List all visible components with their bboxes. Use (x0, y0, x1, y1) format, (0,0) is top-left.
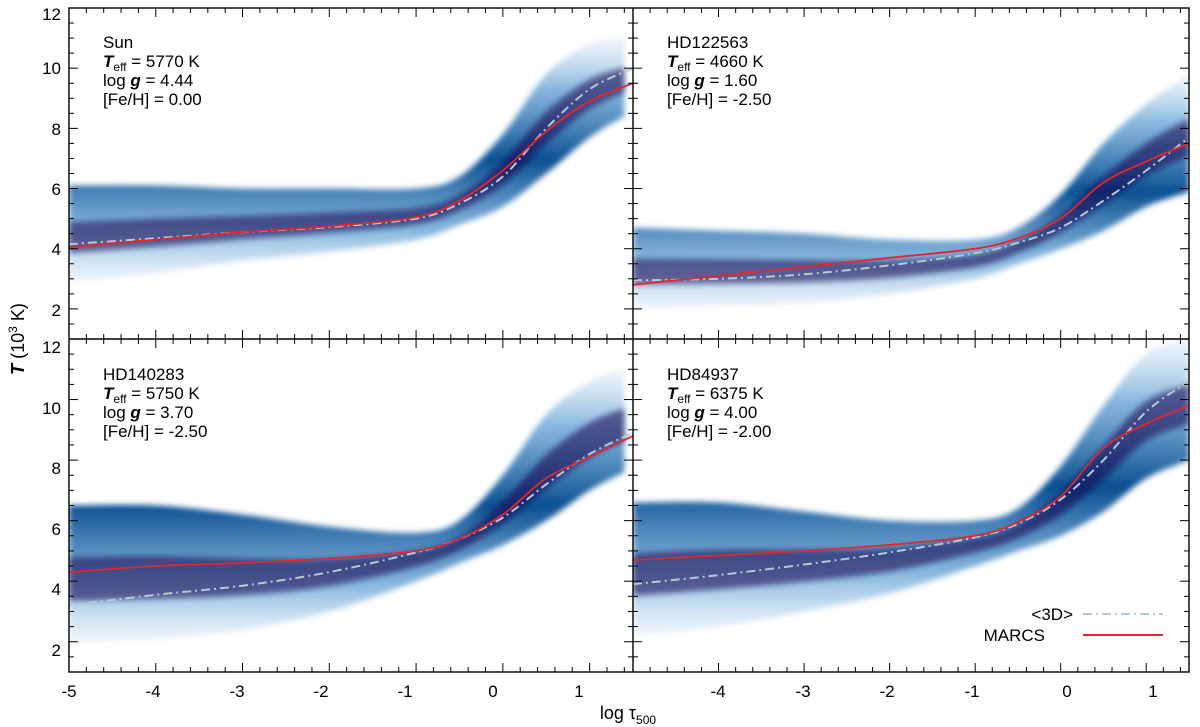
x-axis-title-sub: 500 (636, 713, 656, 727)
y-axis-title-tail: K) (8, 303, 28, 326)
teff-label: Teff = 6375 K (667, 384, 764, 406)
x-tick-labels: -5 -4 -3 -2 -1 0 1 -4 -3 -2 -1 0 1 (61, 682, 1157, 701)
y-tick-label: 4 (52, 580, 61, 599)
teff-label: Teff = 5770 K (103, 52, 200, 74)
logg-symbol: g (693, 403, 705, 422)
legend-label-3d: <3D> (1031, 605, 1073, 624)
mean-3d-line (633, 136, 1189, 282)
teff-subscript: eff (113, 392, 127, 406)
plot-frame (68, 7, 1190, 673)
logg-symbol: g (693, 71, 705, 90)
teff-subscript: eff (677, 60, 691, 74)
marcs-line (69, 82, 633, 249)
y-tick-label: 6 (52, 180, 61, 199)
x-axis-title: log τ500 (600, 703, 656, 727)
teff-value: = 4660 K (691, 52, 765, 71)
y-tick-label: 10 (42, 399, 61, 418)
star-name: HD140283 (103, 365, 184, 384)
panel-hd140283: HD140283 Teff = 5750 K log g = 3.70 [Fe/… (68, 338, 633, 673)
y-tick-label: 6 (52, 520, 61, 539)
logg-label: log g = 4.44 (103, 71, 193, 90)
feh-label: [Fe/H] = 0.00 (103, 90, 202, 109)
legend-label-marcs: MARCS (984, 626, 1045, 645)
panel-hd122563: HD122563 Teff = 4660 K log g = 1.60 [Fe/… (632, 7, 1189, 340)
x-tick-label: -1 (397, 682, 412, 701)
teff-value: = 5770 K (127, 52, 201, 71)
mean-3d-line (633, 380, 1189, 586)
y-axis-title-units: (10 (8, 333, 28, 359)
y-axis-title-symbol: T (8, 362, 28, 375)
feh-label: [Fe/H] = -2.00 (667, 422, 771, 441)
y-axis-title-exp: 3 (6, 326, 20, 333)
x-tick-label: -3 (229, 682, 244, 701)
x-tick-label: 0 (1062, 682, 1071, 701)
logg-value: = 3.70 (141, 403, 193, 422)
legend: <3D> MARCS (984, 605, 1163, 645)
logg-symbol: g (129, 71, 141, 90)
ticks (68, 338, 633, 673)
mean-3d-line (69, 431, 633, 607)
y-tick-label: 8 (52, 459, 61, 478)
y-tick-label: 4 (52, 240, 61, 259)
x-tick-label: -3 (795, 682, 810, 701)
marcs-line (633, 142, 1189, 286)
density-core (633, 385, 1189, 596)
teff-symbol: T (667, 52, 679, 71)
y-tick-label: 10 (42, 59, 61, 78)
feh-label: [Fe/H] = -2.50 (103, 422, 207, 441)
density-core (69, 408, 625, 601)
logg-prefix: log (667, 403, 694, 422)
y-tick-label: 2 (52, 301, 61, 320)
logg-prefix: log (103, 71, 130, 90)
marcs-line (69, 435, 633, 573)
teff-symbol: T (103, 384, 115, 403)
logg-label: log g = 4.00 (667, 403, 757, 422)
x-tick-label: -1 (964, 682, 979, 701)
x-tick-label: -5 (61, 682, 76, 701)
teff-value: = 6375 K (691, 384, 765, 403)
x-tick-label: 1 (574, 682, 583, 701)
mean-3d-line (69, 67, 633, 246)
star-name: HD84937 (667, 365, 739, 384)
logg-prefix: log (667, 71, 694, 90)
ticks (632, 338, 1189, 673)
teff-label: Teff = 5750 K (103, 384, 200, 406)
teff-symbol: T (103, 52, 115, 71)
y-tick-label: 12 (42, 5, 61, 24)
teff-value: = 5750 K (127, 384, 201, 403)
logg-label: log g = 1.60 (667, 71, 757, 90)
panel-hd84937: HD84937 Teff = 6375 K log g = 4.00 [Fe/H… (632, 338, 1189, 673)
star-name: HD122563 (667, 33, 748, 52)
star-name: Sun (103, 33, 133, 52)
y-tick-label: 12 (42, 338, 61, 357)
x-tick-label: 1 (1148, 682, 1157, 701)
panel-sun: Sun Teff = 5770 K log g = 4.44 [Fe/H] = … (68, 7, 633, 340)
x-tick-label: 0 (488, 682, 497, 701)
teff-symbol: T (667, 384, 679, 403)
y-tick-label: 2 (52, 641, 61, 660)
y-tick-labels: 12 10 8 6 4 2 12 10 8 6 4 2 (42, 5, 61, 660)
x-axis-title-main: log τ (600, 703, 636, 723)
ticks (632, 7, 1189, 340)
density-core (633, 118, 1189, 285)
y-tick-label: 8 (52, 120, 61, 139)
x-tick-label: -2 (313, 682, 328, 701)
feh-label: [Fe/H] = -2.50 (667, 90, 771, 109)
teff-label: Teff = 4660 K (667, 52, 764, 74)
x-tick-label: -4 (145, 682, 160, 701)
logg-prefix: log (103, 403, 130, 422)
logg-symbol: g (129, 403, 141, 422)
y-axis-title: T (103 K) (6, 303, 28, 375)
logg-value: = 4.44 (141, 71, 193, 90)
teff-subscript: eff (677, 392, 691, 406)
teff-subscript: eff (113, 60, 127, 74)
x-tick-label: -4 (710, 682, 725, 701)
density-band (633, 74, 1189, 309)
x-tick-label: -2 (879, 682, 894, 701)
logg-label: log g = 3.70 (103, 403, 193, 422)
logg-value: = 4.00 (705, 403, 757, 422)
logg-value: = 1.60 (705, 71, 757, 90)
marcs-line (633, 404, 1189, 561)
